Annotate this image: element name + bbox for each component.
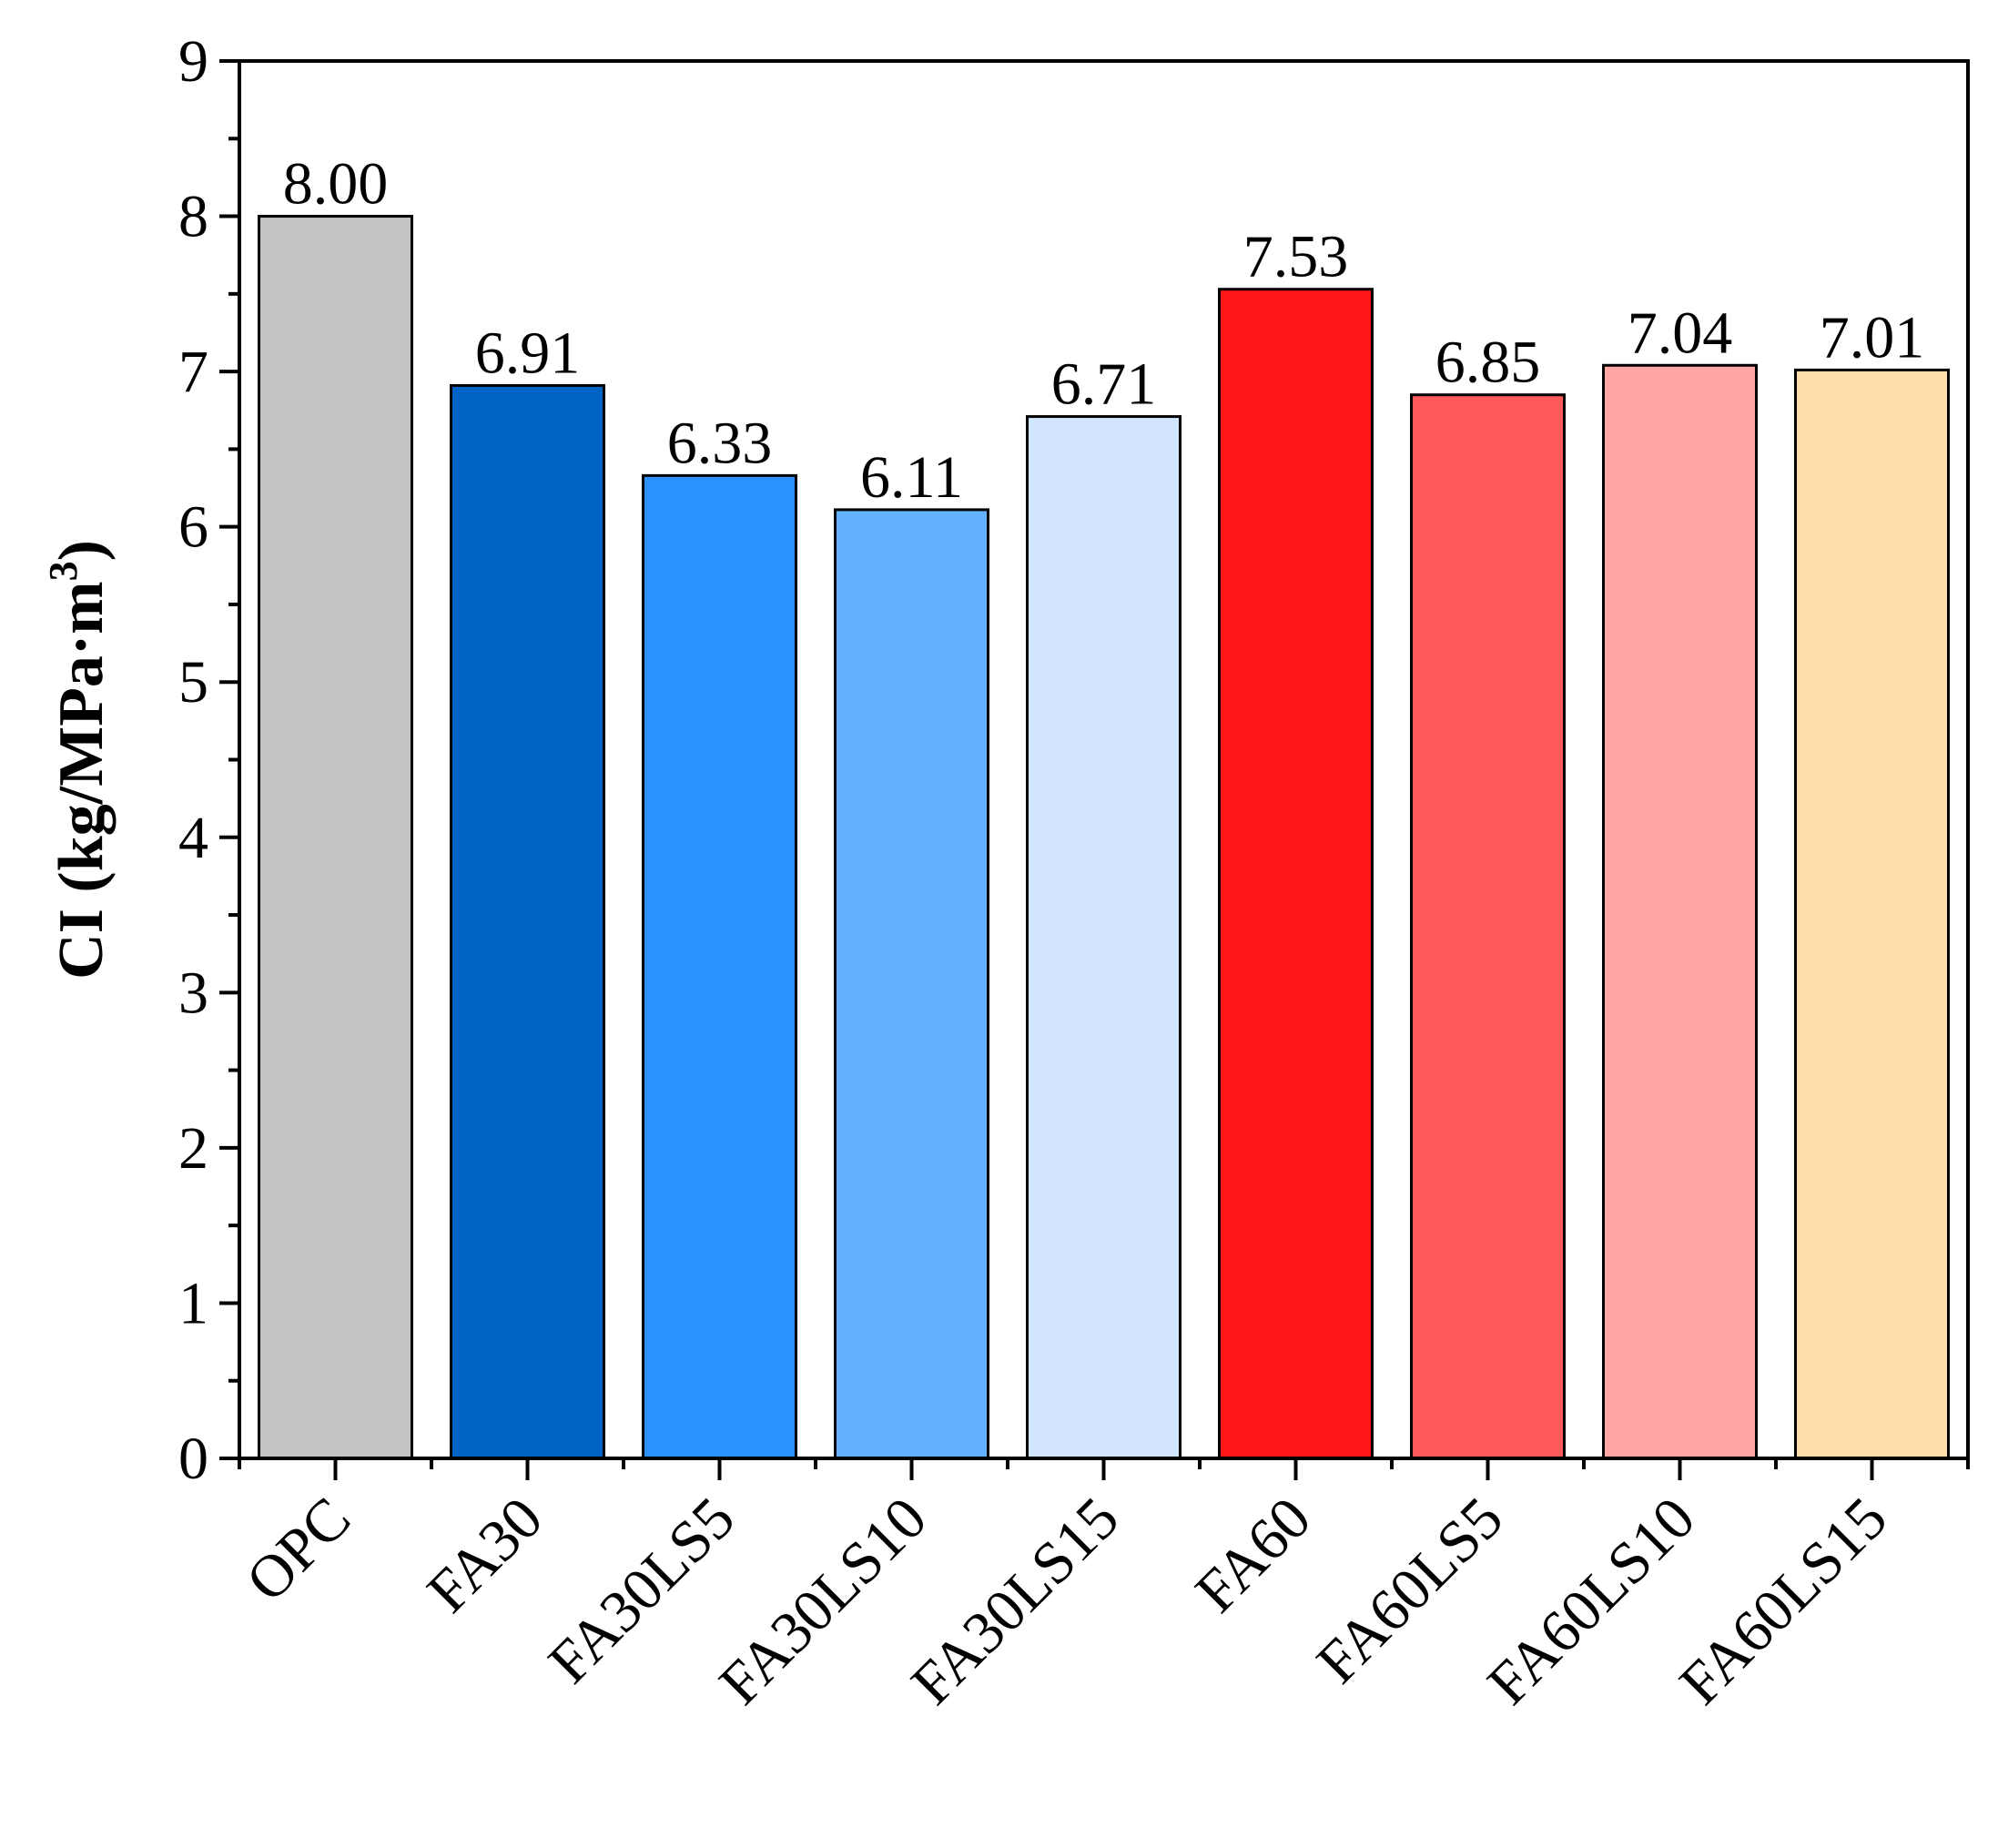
y-tick-label: 7 [178, 339, 208, 405]
y-tick-label: 9 [178, 28, 208, 95]
value-label: 6.71 [1051, 351, 1157, 418]
bar-fa60ls15 [1794, 368, 1950, 1460]
y-tick-label: 1 [178, 1270, 208, 1336]
y-axis-label-superscript: 3 [41, 561, 86, 581]
bar-fa60ls10 [1602, 363, 1758, 1460]
bar-fa60 [1218, 288, 1374, 1460]
bar-opc [258, 215, 413, 1460]
category-label: OPC [234, 1485, 363, 1614]
value-label: 8.00 [283, 151, 389, 218]
y-axis-label: CI (kg/MPa·m3) [41, 540, 117, 980]
bar-fa60ls5 [1410, 393, 1566, 1460]
y-tick-label: 6 [178, 494, 208, 561]
category-label: FA30LS15 [898, 1485, 1131, 1718]
y-axis-label-suffix: ) [46, 540, 117, 561]
category-label: FA60 [1183, 1485, 1324, 1625]
y-axis-ticks: 0 1 2 3 4 5 6 7 8 9 [178, 28, 239, 1492]
y-tick-label: 0 [178, 1426, 208, 1492]
category-label: FA30LS10 [706, 1485, 939, 1718]
value-label: 6.85 [1435, 330, 1541, 396]
value-label: 6.33 [667, 410, 773, 476]
y-tick-label: 4 [178, 805, 208, 871]
bar-fa30ls15 [1026, 415, 1182, 1460]
category-label: FA60LS15 [1667, 1485, 1900, 1718]
y-tick-label: 8 [178, 184, 208, 250]
category-label: FA60LS10 [1475, 1485, 1708, 1718]
value-label: 7.04 [1628, 300, 1733, 366]
value-label: 7.53 [1243, 224, 1349, 290]
y-tick-label: 2 [178, 1115, 208, 1182]
x-axis-ticks [238, 1458, 1970, 1480]
value-label: 6.91 [475, 320, 581, 386]
bars-layer [258, 215, 1950, 1460]
value-label: 7.01 [1820, 304, 1925, 371]
y-tick-label: 5 [178, 649, 208, 716]
y-axis-label-main: CI (kg/MPa·m [46, 581, 117, 979]
bar-fa30ls5 [642, 473, 797, 1460]
bar-fa30 [450, 383, 605, 1460]
bar-fa30ls10 [834, 508, 989, 1460]
category-label: FA30 [415, 1485, 555, 1625]
value-label: 6.11 [860, 444, 963, 511]
value-labels: 8.00 6.91 6.33 6.11 6.71 7.53 6.85 7.04 7.01 [283, 151, 1925, 511]
y-tick-label: 3 [178, 960, 208, 1026]
